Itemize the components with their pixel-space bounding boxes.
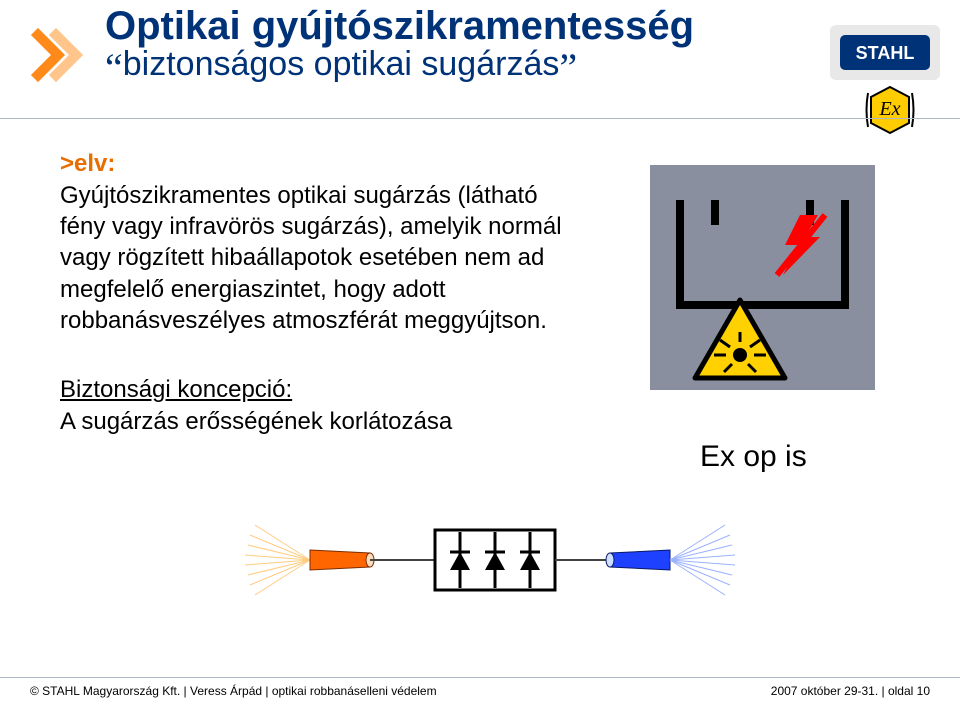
safety-concept-text: A sugárzás erősségének korlátozása [60,408,900,436]
quote-open-icon: “ [105,45,123,90]
footer-right: 2007 október 29-31. | oldal 10 [771,684,930,705]
subtitle-text: biztonságos optikai sugárzás [123,45,560,83]
fiber-diode-diagram [240,490,740,635]
ex-badge-icon: Ex [865,85,915,140]
arrows-icon [30,25,90,90]
slide-header: Optikai gyújtószikramentesség “biztonság… [0,0,960,120]
classification-label: Ex op is [700,440,807,474]
fiber-right [606,525,735,595]
page-title: Optikai gyújtószikramentesség [105,5,694,47]
svg-text:Ex: Ex [878,98,900,120]
quote-close-icon: ” [559,45,577,90]
stahl-logo: STAHL [830,25,940,85]
fiber-left [245,525,374,595]
header-divider [0,118,960,119]
slide-footer: © STAHL Magyarország Kft. | Veress Árpád… [0,677,960,705]
page-subtitle: “biztonságos optikai sugárzás” [105,47,694,89]
principle-label: >elv: [60,150,115,177]
footer-left: © STAHL Magyarország Kft. | Veress Árpád… [30,684,437,705]
svg-text:STAHL: STAHL [856,43,915,63]
principle-body: Gyújtószikramentes optikai sugárzás (lát… [60,180,580,336]
title-block: Optikai gyújtószikramentesség “biztonság… [105,5,694,89]
hazard-pictogram [650,165,875,395]
